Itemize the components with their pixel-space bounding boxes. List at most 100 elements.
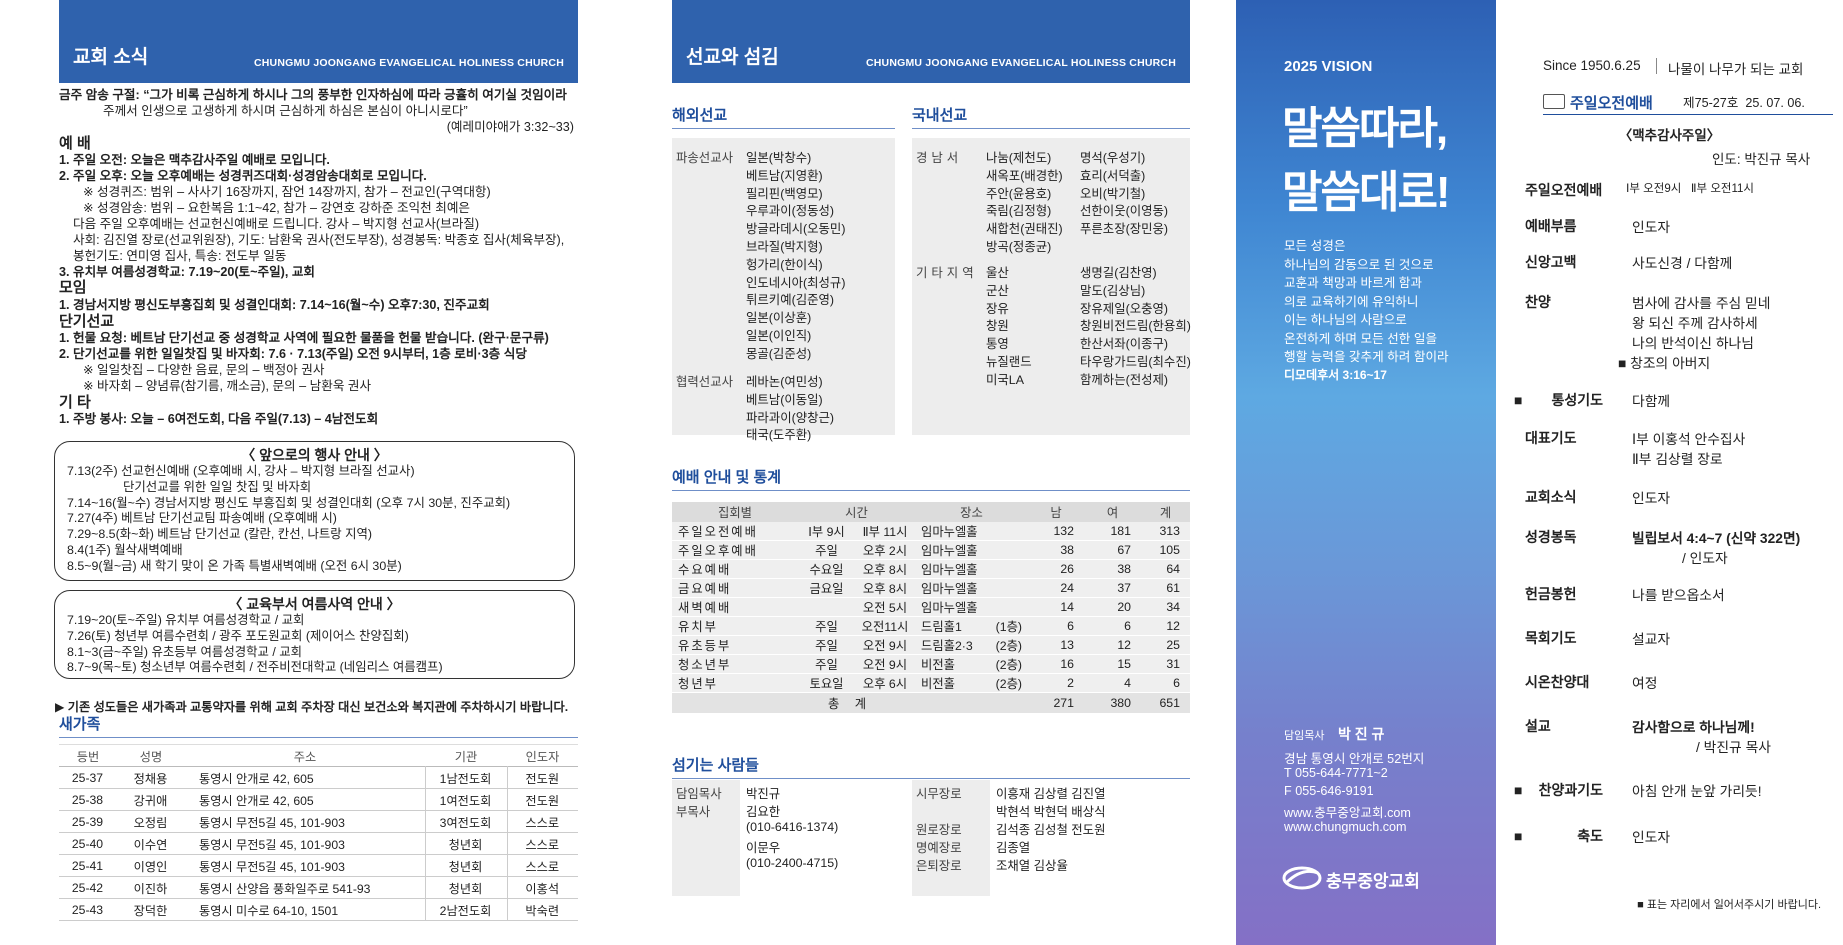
newcomer-cell: 통영시 미수로 64-10, 1501 [199, 903, 339, 918]
newcomer-cell: 25-39 [71, 814, 104, 829]
newcomer-cell: 청년회 [424, 854, 507, 877]
contact-line: F 055-646-9191 [1284, 784, 1374, 798]
missionary: 방글라데시(오동민) [746, 222, 846, 237]
order-content: 사도신경 / 다함께 [1632, 256, 1733, 271]
stats-cell: 금요예배 [678, 582, 732, 596]
newcomer-table: 등번 성명 주소 기관 인도자 25-37 정채용 통영시 안개로 42, 605 1남전도회 전… [59, 744, 578, 921]
stats-cell: 주일 [815, 544, 838, 558]
missionary: 인도네시아(최성규) [746, 275, 846, 290]
issue: 제75-27호 25. 07. 06. [1683, 96, 1805, 110]
order-content: 여정 [1632, 676, 1658, 691]
domestic-church: 창원 [986, 319, 1009, 334]
group-label: 파송선교사 [676, 151, 733, 165]
panel-header: 선교와 섬김 CHUNGMU JOONGANG EVANGELICAL HOLIN… [672, 0, 1190, 83]
total-count: 651 [1159, 696, 1180, 710]
news-item: 3. 유치부 여름성경학교: 7.19~20(토~주일), 교회 [59, 264, 316, 279]
attendance-count: 37 [1117, 581, 1131, 595]
newcomer-cell: 스스로 [506, 854, 578, 877]
attendance-count: 38 [1060, 543, 1074, 557]
info-box: 〈 교육부서 여름사역 안내 〉 7.19~20(토~주일) 유치부 여름성경학교… [54, 590, 575, 679]
order-content: Ⅱ부 김상렬 장로 [1632, 452, 1723, 467]
news-item: 1. 경남서지방 평신도부흥집회 및 성결인대회: 7.14~16(월~수) 오… [59, 297, 490, 312]
footnote: ■ 표는 자리에서 일어서주시기 바랍니다. [1637, 899, 1821, 911]
stats-cell: 청소년부 [678, 658, 732, 672]
staff-name: 조채열 김상율 [996, 859, 1068, 873]
missionary: 튀르키예(김준영) [746, 293, 835, 308]
attendance-count: 25 [1166, 638, 1180, 652]
stats-header-row: 집회별 시간 장소 남 여 계 [672, 502, 1190, 522]
newcomer-cell: 통영시 무전5길 45, 101-903 [199, 837, 345, 852]
stats-cell: 오전11시 [861, 620, 909, 634]
news-item: 봉헌기도: 연미영 집사, 특송: 전도부 일동 [73, 248, 287, 263]
box-item-line: 8.4(1주) 월삭새벽예배 [67, 543, 554, 558]
newcomer-cell: 박숙련 [506, 898, 578, 921]
section-title: 예배 안내 및 통계 [672, 466, 1190, 491]
staff-name: 김종열 [996, 841, 1031, 855]
section-title: 섬기는 사람들 [672, 754, 1190, 779]
newcomer-row: 25-37 정채용 통영시 안개로 42, 605 1남전도회 전도원 [59, 766, 578, 789]
newcomer-cell: 3여전도회 [424, 810, 507, 833]
missionary: 필리핀(백영모) [746, 186, 823, 201]
stats-cell: 임마누엘홀 [921, 525, 978, 539]
attendance-count: 64 [1166, 562, 1180, 576]
domestic-church: 새합천(권태진) [986, 222, 1063, 237]
attendance-count: 26 [1060, 562, 1074, 576]
box-item-line: 7.29~8.5(화~화) 베트남 단기선교 (칼란, 칸선, 나트랑 지역) [67, 527, 554, 542]
newcomer-cell: 25-37 [71, 770, 104, 785]
stats-row: 수요예배 수요일 오후 8시 임마누엘홀 26 38 64 [672, 560, 1190, 579]
order-content: / 인도자 [1682, 551, 1728, 566]
verse-line: 온전하게 하며 모든 선한 일을 [1284, 331, 1438, 346]
missionary: 몽골(김준성) [746, 346, 812, 361]
box-item-line: 7.14~16(월~수) 경남서지방 평신도 부흥집회 및 성결인대회 (오후 … [67, 496, 554, 511]
newcomer-row: 25-41 이영인 통영시 무전5길 45, 101-903 청년회 스스로 [59, 854, 578, 877]
newcomer-cell: 전도원 [506, 788, 578, 811]
stats-cell: 주일오후예배 [678, 544, 758, 558]
domestic-church: 미국LA [986, 372, 1024, 387]
missionary: 태국(도주환) [746, 428, 812, 443]
logo-mark [1282, 866, 1322, 890]
order-content: 인도자 [1632, 830, 1671, 845]
newcomer-cell: 통영시 안개로 42, 605 [199, 793, 314, 808]
stats-row: 유초등부 주일 오전 9시 드림홀2·3 (2층) 13 12 25 [672, 636, 1190, 655]
staff-name: 박진규 [746, 787, 781, 801]
order-content: 범사에 감사를 주심 믿네 [1632, 296, 1771, 311]
newcomer-cell: 25-40 [71, 836, 104, 851]
newcomer-cell: 25-43 [71, 902, 104, 917]
box-item: 7.19~20(토~주일) 유치부 여름성경학교 / 교회 [67, 613, 305, 627]
contact-line: T 055-644-7771~2 [1284, 766, 1388, 780]
news-heading: 예 배 [59, 134, 91, 152]
domestic-church: 뉴질랜드 [986, 355, 1032, 369]
stats-cell: 청년부 [678, 677, 718, 691]
newcomer-row: 25-40 이수연 통영시 무전5길 45, 101-903 청년회 스스로 [59, 832, 578, 855]
domestic-church: 창원비전드림(한용희) [1080, 319, 1191, 334]
column-header: 여 [1106, 506, 1119, 520]
newcomer-cell: 전도원 [506, 766, 578, 789]
newcomer-cell: 이수연 [133, 837, 168, 852]
order-label: 설교 [1525, 718, 1551, 734]
section-title: 새가족 [59, 713, 578, 738]
header-subtitle: CHUNGMU JOONGANG EVANGELICAL HOLINESS CH… [865, 57, 1176, 69]
news-heading-line: 단기선교 [59, 313, 574, 330]
stats-row: 금요예배 금요일 오후 8시 임마누엘홀 24 37 61 [672, 579, 1190, 598]
table-header-row: 등번 성명 주소 기관 인도자 [59, 744, 578, 767]
news-heading: 단기선교 [59, 312, 115, 330]
stats-cell: 오전 9시 [862, 658, 908, 672]
verse-line: 이는 하나님의 사람으로 [1284, 313, 1407, 327]
box-item-line: 8.5~9(월~금) 새 학기 맞이 온 가족 특별새벽예배 (오전 6시 30… [67, 559, 554, 574]
stats-cell: 임마누엘홀 [921, 601, 978, 615]
order-content: 감사함으로 하나님께! [1632, 720, 1755, 735]
stats-cell: Ⅱ부 11시 [862, 525, 908, 539]
domestic-church: 장유제일(오충영) [1080, 301, 1169, 316]
news-item-line: ※ 성경퀴즈: 범위 – 사사기 16장까지, 잠언 14장까지, 참가 – 전… [83, 184, 574, 200]
order-label: 성경봉독 [1525, 529, 1577, 545]
info-box: 〈 앞으로의 행사 안내 〉 7.13(2주) 선교헌신예배 (오후예배 시, 강… [54, 441, 575, 581]
attendance-count: 6 [1067, 619, 1074, 633]
staff-name: (010-2400-4715) [746, 856, 839, 870]
vision-label: 2025 VISION [1284, 58, 1373, 75]
staff-role: 원로장로 [916, 823, 962, 837]
total-count: 380 [1110, 696, 1131, 710]
column-header: 남 [1050, 506, 1062, 520]
news-item: ※ 성경퀴즈: 범위 – 사사기 16장까지, 잠언 14장까지, 참가 – 전… [83, 185, 491, 199]
news-item: 1. 주일 오전: 오늘은 맥추감사주일 예배로 모입니다. [59, 153, 330, 168]
